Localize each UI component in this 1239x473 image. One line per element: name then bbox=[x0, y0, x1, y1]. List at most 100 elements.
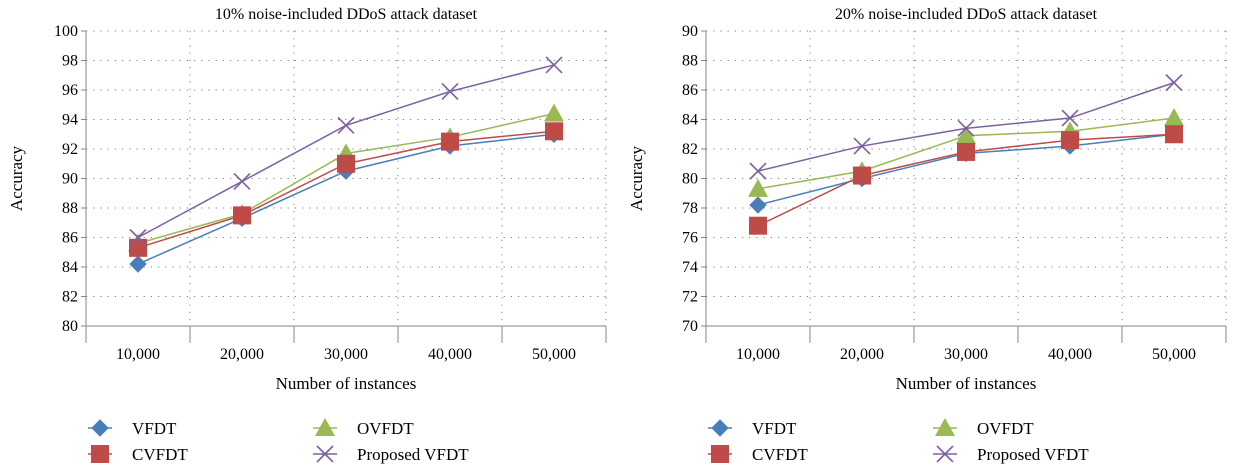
chart1-y-axis-title: Accuracy bbox=[7, 145, 26, 211]
chart2-y-tick-label: 70 bbox=[682, 318, 698, 335]
chart1-point-cvfdt bbox=[129, 238, 147, 257]
chart2-point-proposed-vfdt-stroke-b bbox=[749, 162, 767, 180]
chart2-y-axis-title: Accuracy bbox=[627, 145, 646, 211]
chart1-y-tick-label: 92 bbox=[62, 141, 78, 158]
chart1-point-cvfdt bbox=[545, 122, 563, 141]
chart2-y-tick-label: 76 bbox=[682, 230, 698, 247]
chart1-point-proposed-vfdt bbox=[233, 172, 251, 191]
chart1-legend-marker-cvfdt bbox=[91, 445, 109, 463]
chart1-y-tick-label: 98 bbox=[62, 53, 78, 70]
chart1-y-tick-label: 88 bbox=[62, 200, 78, 217]
chart1-point-proposed-vfdt-stroke-b bbox=[337, 116, 355, 134]
chart2-point-cvfdt bbox=[957, 142, 975, 161]
chart2-legend-marker-ovfdt bbox=[935, 418, 955, 436]
chart1-point-proposed-vfdt-stroke-b bbox=[441, 82, 459, 101]
chart2-point-cvfdt bbox=[1165, 125, 1183, 144]
chart1-point-proposed-vfdt bbox=[441, 82, 459, 101]
chart2-legend-marker-proposed-vfdt bbox=[936, 445, 954, 463]
chart2-point-proposed-vfdt bbox=[749, 162, 767, 180]
chart2-point-cvfdt bbox=[749, 216, 767, 235]
chart2-y-tick-label: 80 bbox=[682, 171, 698, 188]
chart2-point-ovfdt bbox=[748, 178, 768, 197]
chart1-point-proposed-vfdt bbox=[129, 228, 147, 247]
chart2-legend-label-vfdt: VFDT bbox=[752, 419, 797, 438]
chart2-x-tick-label: 20,000 bbox=[840, 346, 884, 363]
chart2-legend-marker-cvfdt bbox=[711, 445, 729, 463]
chart-20-percent-svg: 20% noise-included DDoS attack dataset 70… bbox=[627, 6, 1227, 464]
chart1-point-proposed-vfdt-stroke-b bbox=[129, 228, 147, 247]
chart2-y-tick-label: 84 bbox=[682, 112, 698, 129]
chart2-legend: VFDT OVFDT CVFDT Proposed VFDT bbox=[708, 418, 1089, 464]
chart2-y-tick-label: 90 bbox=[682, 23, 698, 40]
chart1-y-tick-label: 80 bbox=[62, 318, 78, 335]
chart-20-percent-noise: 20% noise-included DDoS attack dataset 70… bbox=[620, 0, 1239, 473]
chart2-x-tick-label: 10,000 bbox=[736, 346, 780, 363]
chart1-x-tick-label: 30,000 bbox=[324, 346, 368, 363]
chart2-point-proposed-vfdt bbox=[1165, 74, 1183, 92]
chart1-x-tick-label: 10,000 bbox=[116, 346, 160, 363]
chart1-point-cvfdt bbox=[337, 154, 355, 173]
chart2-point-vfdt bbox=[749, 196, 767, 214]
chart1-legend-marker-proposed-vfdt-stroke-b bbox=[316, 445, 334, 463]
chart2-legend-label-cvfdt: CVFDT bbox=[752, 445, 808, 464]
chart1-legend-label-cvfdt: CVFDT bbox=[132, 445, 188, 464]
chart-10-percent-noise: 10% noise-included DDoS attack dataset 80… bbox=[7, 6, 607, 464]
chart-10-percent-svg: 10% noise-included DDoS attack dataset 80… bbox=[7, 6, 607, 464]
chart2-y-tick-label: 78 bbox=[682, 200, 698, 217]
chart1-series-proposed-vfdt bbox=[129, 56, 563, 247]
chart1-legend: VFDT OVFDT CVFDT Proposed VFDT bbox=[88, 418, 469, 464]
chart1-y-tick-label: 100 bbox=[54, 23, 78, 40]
chart2-y-tick-label: 86 bbox=[682, 82, 698, 99]
chart1-x-tick-label: 40,000 bbox=[428, 346, 472, 363]
chart2-y-tick-label: 72 bbox=[682, 289, 698, 306]
chart1-point-cvfdt bbox=[441, 132, 459, 151]
chart2-title: 20% noise-included DDoS attack dataset bbox=[835, 6, 1098, 23]
chart2-x-tick-label: 40,000 bbox=[1048, 346, 1092, 363]
chart2-point-cvfdt bbox=[853, 166, 871, 185]
chart2-x-axis-title: Number of instances bbox=[896, 374, 1037, 393]
chart2-x-tick-label: 50,000 bbox=[1152, 346, 1196, 363]
chart1-point-proposed-vfdt bbox=[337, 116, 355, 134]
chart1-legend-marker-ovfdt bbox=[315, 418, 335, 436]
chart1-legend-label-ovfdt: OVFDT bbox=[357, 419, 414, 438]
chart1-y-tick-label: 96 bbox=[62, 82, 78, 99]
chart1-y-tick-label: 82 bbox=[62, 289, 78, 306]
chart2-y-tick-label: 88 bbox=[682, 53, 698, 70]
chart1-point-proposed-vfdt-stroke-b bbox=[545, 56, 563, 74]
chart2-point-proposed-vfdt-stroke-b bbox=[1061, 109, 1079, 127]
chart1-point-ovfdt bbox=[544, 103, 564, 122]
chart2-point-proposed-vfdt bbox=[853, 137, 871, 155]
chart1-x-tick-label: 20,000 bbox=[220, 346, 264, 363]
chart2-y-tick-label: 82 bbox=[682, 141, 698, 158]
chart1-point-vfdt bbox=[129, 255, 147, 273]
chart1-y-tick-label: 86 bbox=[62, 230, 78, 247]
chart1-legend-label-proposed-vfdt: Proposed VFDT bbox=[357, 445, 469, 464]
chart2-point-cvfdt bbox=[1061, 131, 1079, 150]
chart1-point-cvfdt bbox=[233, 206, 251, 225]
chart2-y-tick-label: 74 bbox=[682, 259, 698, 276]
chart2-point-ovfdt bbox=[956, 125, 976, 144]
chart2-point-proposed-vfdt bbox=[957, 119, 975, 137]
chart2-point-proposed-vfdt-stroke-b bbox=[853, 137, 871, 155]
chart1-legend-marker-proposed-vfdt bbox=[316, 445, 334, 463]
chart2-point-proposed-vfdt bbox=[1061, 109, 1079, 127]
chart1-y-tick-label: 90 bbox=[62, 171, 78, 188]
chart2-legend-label-proposed-vfdt: Proposed VFDT bbox=[977, 445, 1089, 464]
chart1-y-tick-label: 94 bbox=[62, 112, 78, 129]
chart2-series-proposed-vfdt bbox=[749, 74, 1183, 180]
chart2-legend-marker-vfdt bbox=[711, 419, 729, 437]
chart2-grid bbox=[706, 30, 1227, 326]
chart2-legend-label-ovfdt: OVFDT bbox=[977, 419, 1034, 438]
chart2-point-ovfdt bbox=[1164, 108, 1184, 127]
chart1-series-cvfdt bbox=[129, 122, 563, 257]
chart1-legend-label-vfdt: VFDT bbox=[132, 419, 177, 438]
chart2-point-proposed-vfdt-stroke-b bbox=[957, 119, 975, 137]
chart1-point-proposed-vfdt-stroke-b bbox=[233, 172, 251, 191]
chart2-point-proposed-vfdt-stroke-b bbox=[1165, 74, 1183, 92]
chart2-x-tick-label: 30,000 bbox=[944, 346, 988, 363]
chart1-legend-marker-vfdt bbox=[91, 419, 109, 437]
chart1-x-tick-label: 50,000 bbox=[532, 346, 576, 363]
chart1-point-proposed-vfdt bbox=[545, 56, 563, 74]
chart1-title: 10% noise-included DDoS attack dataset bbox=[215, 6, 478, 23]
chart2-series-cvfdt bbox=[749, 125, 1183, 235]
